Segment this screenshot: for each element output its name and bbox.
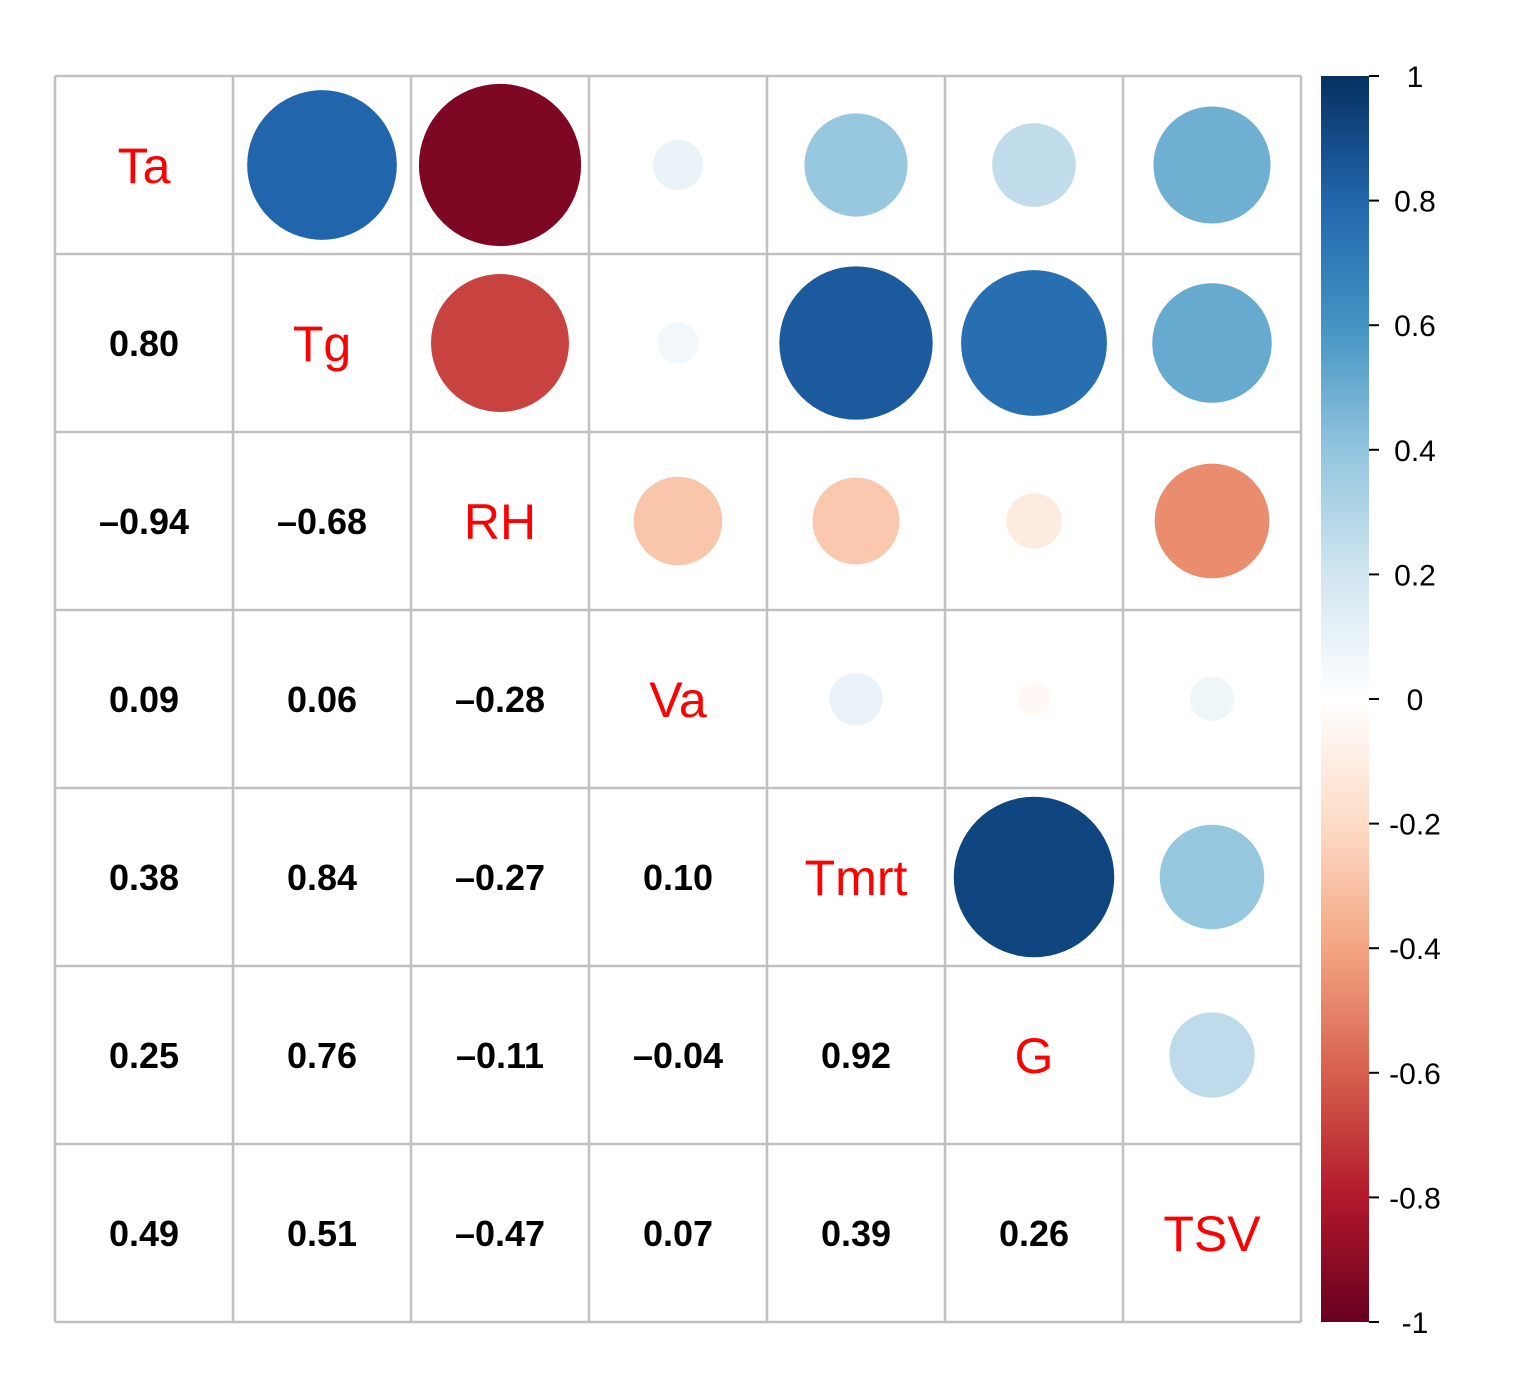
diagonal-label-va: Va bbox=[649, 672, 707, 728]
diagonal-label-tmrt: Tmrt bbox=[805, 850, 908, 906]
corr-circle-ta-tsv bbox=[1153, 106, 1271, 224]
corr-value-label: –0.04 bbox=[633, 1035, 723, 1076]
colorbar-tick-label: 0.8 bbox=[1394, 186, 1436, 219]
corr-circle-rh-va bbox=[633, 476, 723, 566]
corr-value-label: 0.06 bbox=[287, 679, 357, 720]
colorbar-tick-label: 0.2 bbox=[1394, 559, 1436, 592]
corr-circle-tg-va bbox=[657, 322, 699, 364]
corr-value-label: 0.92 bbox=[821, 1035, 891, 1076]
corr-circle-ta-rh bbox=[418, 83, 582, 247]
corr-value-label: 0.07 bbox=[643, 1213, 713, 1254]
colorbar-tick-label: 1 bbox=[1407, 61, 1424, 94]
corr-circle-rh-tsv bbox=[1154, 463, 1270, 579]
corr-value-label: –0.28 bbox=[455, 679, 545, 720]
corr-value-label: 0.09 bbox=[109, 679, 179, 720]
corr-value-label: 0.25 bbox=[109, 1035, 179, 1076]
diagonal-label-ta: Ta bbox=[118, 138, 171, 194]
corr-circle-rh-tmrt bbox=[812, 477, 900, 565]
colorbar: 1 0.8 0.6 0.4 0.2 0 -0.2 -0.4 -0.6 -0.8 -1 bbox=[1321, 61, 1441, 1340]
corr-circle-tmrt-g bbox=[953, 796, 1115, 958]
corr-circle-ta-va bbox=[652, 139, 704, 191]
colorbar-tick-label: -0.6 bbox=[1389, 1058, 1441, 1091]
corr-circle-ta-tmrt bbox=[804, 113, 908, 217]
colorbar-tick-label: 0.6 bbox=[1394, 310, 1436, 343]
colorbar-tick-label: 0 bbox=[1407, 684, 1424, 717]
corr-value-label: 0.49 bbox=[109, 1213, 179, 1254]
diagonal-label-tg: Tg bbox=[293, 316, 351, 372]
corr-value-label: 0.84 bbox=[287, 857, 357, 898]
corr-circle-tg-g bbox=[961, 270, 1107, 416]
corr-value-label: 0.51 bbox=[287, 1213, 357, 1254]
corr-circle-tg-tsv bbox=[1152, 283, 1272, 403]
corr-value-label: 0.80 bbox=[109, 323, 179, 364]
diagonal-label-g: G bbox=[1015, 1028, 1054, 1084]
corr-value-label: 0.76 bbox=[287, 1035, 357, 1076]
corr-circle-ta-g bbox=[992, 123, 1076, 207]
corr-value-label: –0.27 bbox=[455, 857, 545, 898]
plot-background bbox=[55, 76, 1301, 1322]
colorbar-tick-label: -0.4 bbox=[1389, 933, 1441, 966]
corr-value-label: 0.38 bbox=[109, 857, 179, 898]
corr-circle-g-tsv bbox=[1169, 1012, 1255, 1098]
corr-circle-tmrt-tsv bbox=[1159, 824, 1265, 930]
diagonal-label-rh: RH bbox=[464, 494, 536, 550]
corr-value-label: –0.94 bbox=[99, 501, 189, 542]
corr-circle-tg-rh bbox=[431, 274, 569, 412]
corr-circle-va-tsv bbox=[1189, 676, 1235, 722]
corr-circle-ta-tg bbox=[247, 90, 397, 240]
corr-value-label: 0.26 bbox=[999, 1213, 1069, 1254]
matrix-grid: Ta 0.80 Tg –0.94 –0.68 RH 0.09 0.06 –0.28 Va 0.38 0… bbox=[53, 74, 1303, 1324]
corr-circle-tg-tmrt bbox=[779, 266, 933, 420]
colorbar-tick-label: -0.2 bbox=[1389, 809, 1441, 842]
corr-value-label: 0.39 bbox=[821, 1213, 891, 1254]
corr-value-label: –0.11 bbox=[456, 1035, 544, 1076]
corr-value-label: –0.68 bbox=[277, 501, 367, 542]
colorbar-tick-label: 0.4 bbox=[1394, 435, 1436, 468]
colorbar-tick-label: -0.8 bbox=[1389, 1182, 1441, 1215]
corr-value-label: 0.10 bbox=[643, 857, 713, 898]
diagonal-label-tsv: TSV bbox=[1163, 1206, 1261, 1262]
colorbar-gradient bbox=[1321, 76, 1369, 1322]
corr-circle-va-tmrt bbox=[829, 672, 883, 726]
corr-circle-rh-g bbox=[1006, 493, 1062, 549]
corr-circle-va-g bbox=[1017, 682, 1051, 716]
colorbar-tick-label: -1 bbox=[1402, 1307, 1429, 1340]
corr-value-label: –0.47 bbox=[455, 1213, 545, 1254]
